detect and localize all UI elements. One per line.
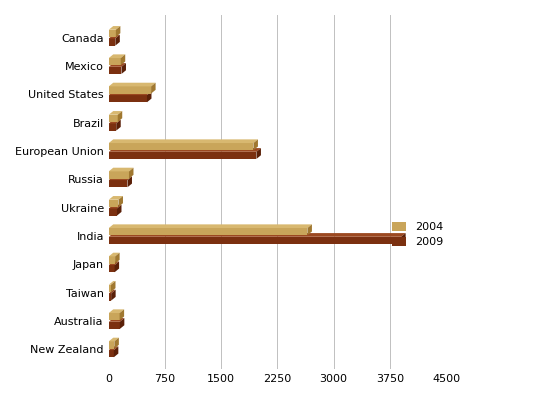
Polygon shape	[114, 261, 119, 272]
Polygon shape	[114, 338, 119, 348]
Polygon shape	[256, 148, 261, 159]
Polygon shape	[109, 285, 111, 292]
Polygon shape	[121, 54, 125, 65]
Polygon shape	[109, 83, 156, 87]
Polygon shape	[109, 261, 119, 265]
Polygon shape	[116, 120, 121, 130]
Polygon shape	[109, 208, 117, 215]
Polygon shape	[147, 91, 152, 102]
Polygon shape	[111, 281, 116, 292]
Polygon shape	[119, 309, 124, 320]
Polygon shape	[109, 120, 121, 123]
Polygon shape	[109, 309, 124, 313]
Polygon shape	[109, 111, 122, 115]
Polygon shape	[109, 350, 114, 357]
Polygon shape	[109, 115, 118, 122]
Polygon shape	[253, 139, 258, 150]
Polygon shape	[109, 91, 152, 95]
Polygon shape	[109, 265, 114, 272]
Polygon shape	[109, 257, 115, 263]
Polygon shape	[109, 63, 126, 67]
Polygon shape	[114, 346, 118, 357]
Polygon shape	[109, 253, 119, 257]
Polygon shape	[109, 26, 120, 30]
Polygon shape	[109, 152, 256, 159]
Polygon shape	[109, 143, 253, 150]
Polygon shape	[109, 205, 122, 208]
Polygon shape	[109, 338, 119, 342]
Polygon shape	[401, 233, 406, 244]
Polygon shape	[109, 148, 261, 152]
Polygon shape	[117, 205, 122, 215]
Polygon shape	[109, 293, 111, 300]
Polygon shape	[307, 224, 312, 235]
Polygon shape	[127, 176, 132, 187]
Polygon shape	[109, 290, 116, 293]
Polygon shape	[109, 342, 114, 348]
Polygon shape	[109, 67, 122, 74]
Polygon shape	[109, 180, 127, 187]
Polygon shape	[151, 83, 156, 93]
Polygon shape	[109, 38, 116, 45]
Polygon shape	[120, 318, 124, 329]
Polygon shape	[109, 200, 118, 207]
Polygon shape	[109, 95, 147, 102]
Polygon shape	[109, 139, 258, 143]
Polygon shape	[109, 196, 123, 200]
Polygon shape	[129, 168, 133, 178]
Polygon shape	[109, 322, 120, 329]
Polygon shape	[109, 54, 125, 58]
Polygon shape	[115, 253, 119, 263]
Polygon shape	[109, 228, 307, 235]
Polygon shape	[116, 26, 120, 37]
Polygon shape	[109, 58, 121, 65]
Polygon shape	[109, 87, 151, 93]
Polygon shape	[109, 176, 132, 180]
Polygon shape	[116, 35, 120, 45]
Polygon shape	[109, 318, 124, 322]
Polygon shape	[109, 172, 129, 178]
Legend: 2004, 2009: 2004, 2009	[388, 217, 447, 252]
Polygon shape	[109, 346, 118, 350]
Polygon shape	[118, 111, 122, 122]
Polygon shape	[109, 168, 133, 172]
Polygon shape	[111, 290, 116, 300]
Polygon shape	[109, 224, 312, 228]
Polygon shape	[109, 233, 406, 237]
Polygon shape	[109, 30, 116, 37]
Polygon shape	[109, 237, 401, 244]
Polygon shape	[109, 281, 116, 285]
Polygon shape	[122, 63, 126, 74]
Polygon shape	[109, 313, 119, 320]
Polygon shape	[118, 196, 123, 207]
Polygon shape	[109, 123, 116, 130]
Polygon shape	[109, 35, 120, 38]
